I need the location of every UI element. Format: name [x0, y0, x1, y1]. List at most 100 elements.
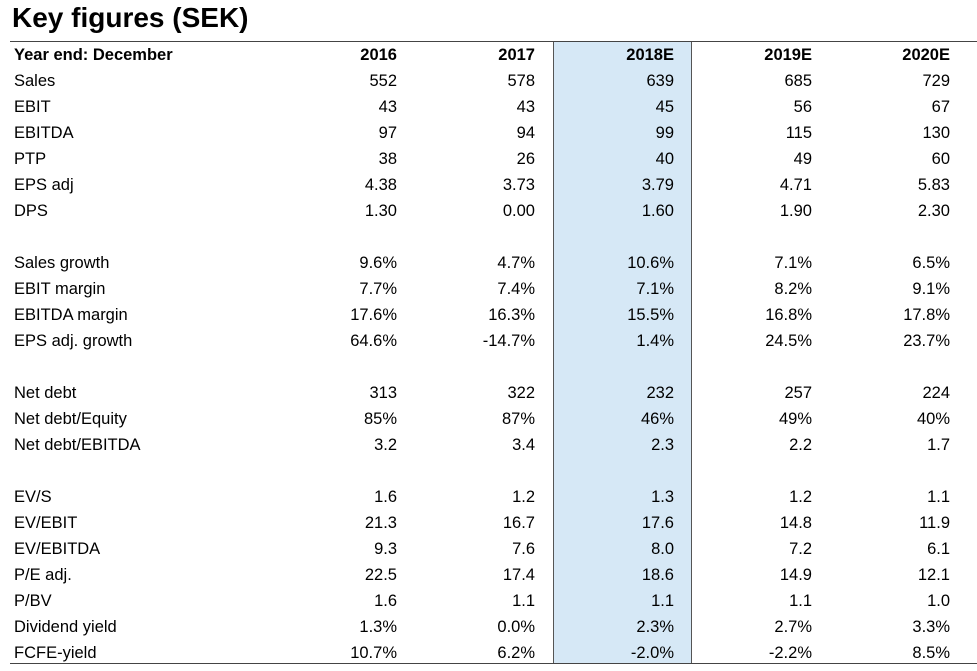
value-cell: 56: [793, 98, 812, 116]
value-cell: 1.0: [927, 592, 950, 610]
top-rule: [10, 41, 977, 42]
value-cell: 9.6%: [359, 254, 397, 272]
value-cell: 1.1: [789, 592, 812, 610]
value-cell: -14.7%: [482, 332, 535, 350]
value-cell: 10.7%: [350, 644, 397, 662]
value-cell: 2.2: [789, 436, 812, 454]
row-label: EV/S: [14, 488, 52, 506]
value-cell: 46%: [640, 410, 674, 428]
value-cell: 2.7%: [774, 618, 812, 636]
column-header: 2019E: [764, 46, 812, 64]
value-cell: 257: [784, 384, 812, 402]
value-cell: 3.2: [374, 436, 397, 454]
value-cell: 1.90: [779, 202, 812, 220]
bottom-rule: [10, 663, 977, 664]
value-cell: 224: [922, 384, 950, 402]
value-cell: 85%: [363, 410, 397, 428]
value-cell: 17.8%: [903, 306, 950, 324]
row-label: DPS: [14, 202, 48, 220]
value-cell: 1.6: [374, 488, 397, 506]
value-cell: 1.4%: [636, 332, 674, 350]
value-cell: 3.79: [641, 176, 674, 194]
value-cell: 552: [369, 72, 397, 90]
value-cell: 40%: [916, 410, 950, 428]
row-label: Sales growth: [14, 254, 110, 272]
value-cell: 1.30: [364, 202, 397, 220]
value-cell: 43: [516, 98, 535, 116]
value-cell: 7.1%: [774, 254, 812, 272]
value-cell: 16.8%: [765, 306, 812, 324]
row-label: EV/EBIT: [14, 514, 78, 532]
value-cell: 232: [646, 384, 674, 402]
value-cell: 4.71: [779, 176, 812, 194]
value-cell: 16.7: [502, 514, 535, 532]
value-cell: 17.6: [641, 514, 674, 532]
value-cell: 1.1: [512, 592, 535, 610]
row-label: PTP: [14, 150, 47, 168]
value-cell: 21.3: [364, 514, 397, 532]
value-cell: 8.0: [651, 540, 674, 558]
row-label: Net debt/EBITDA: [14, 436, 141, 454]
row-label: Net debt: [14, 384, 77, 402]
row-label: Net debt/Equity: [14, 410, 127, 428]
value-cell: 639: [646, 72, 674, 90]
value-cell: 24.5%: [765, 332, 812, 350]
value-cell: 322: [507, 384, 535, 402]
column-header: 2016: [360, 46, 397, 64]
value-cell: 7.7%: [359, 280, 397, 298]
column-header: 2017: [498, 46, 535, 64]
value-cell: 8.5%: [912, 644, 950, 662]
value-cell: 3.3%: [912, 618, 950, 636]
column-header: 2018E: [626, 46, 674, 64]
value-cell: 1.2: [512, 488, 535, 506]
value-cell: 6.2%: [497, 644, 535, 662]
value-cell: 60: [931, 150, 950, 168]
value-cell: 6.5%: [912, 254, 950, 272]
value-cell: 1.3%: [359, 618, 397, 636]
value-cell: 5.83: [917, 176, 950, 194]
row-label: Sales: [14, 72, 56, 90]
value-cell: 18.6: [641, 566, 674, 584]
value-cell: 40: [655, 150, 674, 168]
value-cell: 1.1: [651, 592, 674, 610]
value-cell: 1.2: [789, 488, 812, 506]
value-cell: 7.6: [512, 540, 535, 558]
value-cell: 1.6: [374, 592, 397, 610]
value-cell: 7.1%: [636, 280, 674, 298]
value-cell: 6.1: [927, 540, 950, 558]
row-label: Dividend yield: [14, 618, 117, 636]
value-cell: 313: [369, 384, 397, 402]
value-cell: 87%: [501, 410, 535, 428]
column-header: 2020E: [902, 46, 950, 64]
value-cell: 17.6%: [350, 306, 397, 324]
row-label: EBIT: [14, 98, 51, 116]
value-cell: 685: [784, 72, 812, 90]
value-cell: 0.00: [502, 202, 535, 220]
value-cell: 1.1: [927, 488, 950, 506]
value-cell: 26: [516, 150, 535, 168]
value-cell: 2.3: [651, 436, 674, 454]
value-cell: 45: [655, 98, 674, 116]
value-cell: 9.3: [374, 540, 397, 558]
row-label: P/BV: [14, 592, 52, 610]
value-cell: 14.9: [779, 566, 812, 584]
value-cell: 15.5%: [627, 306, 674, 324]
value-cell: 2.30: [917, 202, 950, 220]
value-cell: 67: [931, 98, 950, 116]
value-cell: 64.6%: [350, 332, 397, 350]
value-cell: -2.2%: [768, 644, 812, 662]
value-cell: 729: [922, 72, 950, 90]
value-cell: 38: [378, 150, 397, 168]
row-label: P/E adj.: [14, 566, 72, 584]
row-label: EBITDA: [14, 124, 74, 142]
value-cell: 1.7: [927, 436, 950, 454]
value-cell: 3.73: [502, 176, 535, 194]
value-cell: 97: [378, 124, 397, 142]
row-header-title: Year end: December: [14, 46, 173, 64]
row-label: EV/EBITDA: [14, 540, 101, 558]
value-cell: 8.2%: [774, 280, 812, 298]
value-cell: 16.3%: [488, 306, 535, 324]
value-cell: 14.8: [779, 514, 812, 532]
value-cell: 578: [507, 72, 535, 90]
